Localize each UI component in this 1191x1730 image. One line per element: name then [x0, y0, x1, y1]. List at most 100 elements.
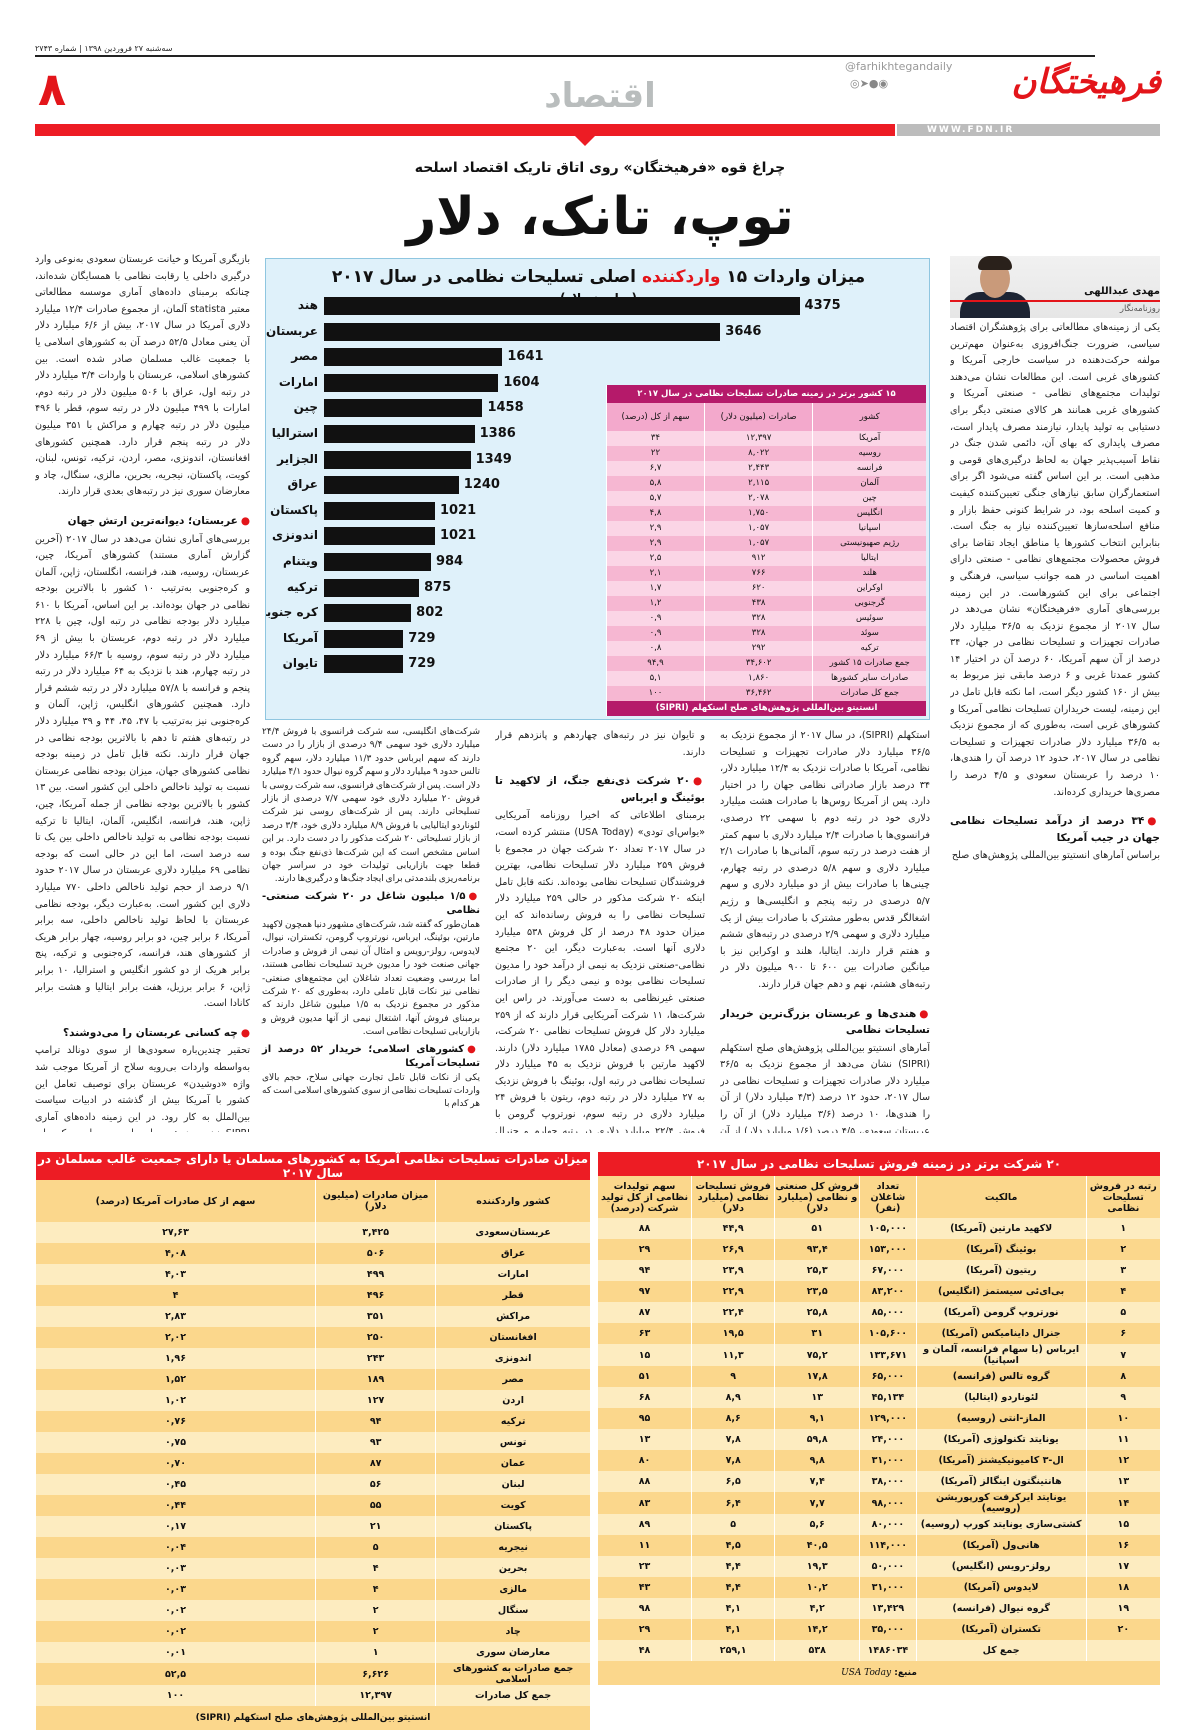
table-cell: ۵۵	[314, 1495, 436, 1516]
subheading: ●۱/۵ میلیون شاغل در ۲۰ شرکت صنعتی-نظامی	[262, 890, 480, 916]
table-cell: لبنان	[435, 1474, 590, 1495]
table-cell: ۴۰,۵	[774, 1535, 860, 1556]
table-cell: ۲,۹	[606, 536, 705, 551]
table-cell: افغانستان	[435, 1327, 590, 1348]
table-cell: ۰,۰۳	[35, 1558, 316, 1579]
table-cell: ۴	[35, 1285, 316, 1306]
column-header: رتبه در فروش تسلیحات نظامی	[1085, 1176, 1160, 1218]
table-row: معارضان سوری ۱ ۰,۰۱	[35, 1642, 590, 1663]
table-cell: ۰,۰۴	[35, 1537, 316, 1558]
dateline: سه‌شنبه ۲۷ فروردین ۱۳۹۸ | شماره ۲۷۴۳	[35, 44, 173, 53]
bar-label: هند	[297, 298, 318, 312]
table-cell: مراکش	[435, 1306, 590, 1327]
table-cell: لایدوس (آمریکا)	[915, 1577, 1087, 1598]
table-cell: ۴۳	[596, 1577, 692, 1598]
table-row: عراق ۵۰۶ ۴,۰۸	[35, 1243, 590, 1264]
table-cell: ۰,۹	[606, 626, 705, 641]
table-cell: ۴	[314, 1558, 436, 1579]
column-header: سهم از کل صادرات آمریکا (درصد)	[35, 1180, 316, 1222]
column-2: و تایوان نیز در رتبه‌های چهاردهم و پانزد…	[495, 728, 705, 1133]
bar-value: 802	[416, 605, 444, 621]
table-cell: ۲۹۲	[703, 641, 813, 656]
table-cell: ۵۰,۰۰۰	[859, 1556, 917, 1577]
bar-label: امارات	[278, 374, 318, 389]
table-cell: ۹۵	[596, 1408, 692, 1429]
bar-label: استرالیا	[271, 426, 318, 440]
table-cell: ۱۷	[1085, 1556, 1160, 1577]
table-row: آلمان ۲,۱۱۵ ۵,۸	[606, 476, 926, 491]
table-row: چاد ۲ ۰,۰۲	[35, 1621, 590, 1642]
table-cell: لئوناردو (ایتالیا)	[915, 1387, 1087, 1408]
bar	[324, 655, 404, 674]
table-cell: ۲۴۳	[314, 1348, 436, 1369]
table-cell: آمریکا	[812, 431, 926, 446]
table-cell: ۶	[1085, 1323, 1160, 1344]
table-cell: ۷,۸	[691, 1450, 775, 1471]
table-cell: ۹	[691, 1366, 775, 1387]
table-row: ۹ لئوناردو (ایتالیا) ۴۵,۱۳۴ ۱۳ ۸,۹ ۶۸	[596, 1387, 1160, 1408]
table-cell: ۱,۰۵۷	[703, 536, 813, 551]
table-row: پاکستان ۲۱ ۰,۱۷	[35, 1516, 590, 1537]
table-cell: ۲۴,۰۰۰	[859, 1429, 917, 1450]
bar-label: تایوان	[282, 656, 318, 671]
table-cell: ۹,۸	[774, 1450, 860, 1471]
table-cell: ۱۰۰	[606, 686, 705, 701]
table-cell: ۱۸	[1085, 1577, 1160, 1598]
table-cell: ۵۲,۵	[35, 1663, 316, 1685]
table-cell: ۲۳	[596, 1556, 692, 1577]
table-cell: ۹۴	[314, 1411, 436, 1432]
bar	[324, 501, 435, 520]
paragraph: یکی از نکات قابل تامل تجارت جهانی سلاح، …	[262, 1072, 480, 1110]
table-cell: قطر	[435, 1285, 590, 1306]
table-cell: ۸۷	[314, 1453, 436, 1474]
table-row: ۷ ایرباس (با سهام فرانسه، آلمان و اسپانیا…	[596, 1344, 1160, 1366]
top-companies-table: ۲۰ شرکت برتر در زمینه فروش تسلیحات نظامی…	[596, 1152, 1160, 1685]
table-row: بحرین ۴ ۰,۰۳	[35, 1558, 590, 1579]
table-cell: ۳۴	[606, 431, 705, 446]
column-1: شرکت‌های انگلیسی، سه شرکت فرانسوی با فرو…	[262, 726, 480, 1115]
subheading: ●کشورهای اسلامی؛ خریدار ۵۲ درصد از تسلیح…	[262, 1043, 480, 1069]
table-source: انستیتو بین‌المللی پژوهش‌های صلح استکهلم…	[606, 701, 926, 716]
table-cell: تکستران (آمریکا)	[915, 1619, 1087, 1640]
table-row: ۱۰ الماز-انتی (روسیه) ۱۲۹,۰۰۰ ۹,۱ ۸,۶ ۹۵	[596, 1408, 1160, 1429]
paragraph: برمبنای اطلاعاتی که اخیرا روزنامه آمریکا…	[495, 810, 705, 1133]
table-cell: مصر	[435, 1369, 590, 1390]
table-cell: اسپانیا	[812, 521, 926, 536]
table-cell: جنرال داینامیکس (آمریکا)	[915, 1323, 1087, 1344]
table-cell: ۲	[1085, 1239, 1160, 1260]
table-cell: ۱,۰۵۷	[703, 521, 813, 536]
table-cell: ۴۹۶	[314, 1285, 436, 1306]
table-cell: ۱۰,۲	[774, 1577, 860, 1598]
table-cell: ۲۵,۸	[774, 1302, 860, 1323]
table-row: ایتالیا ۹۱۲ ۲,۵	[606, 551, 926, 566]
table-cell: صادرات سایر کشورها	[812, 671, 926, 686]
table-cell: ۱۷,۸	[774, 1366, 860, 1387]
table-row: لبنان ۵۶ ۰,۴۵	[35, 1474, 590, 1495]
table-row: ۱۴ یونایتد ایرکرفت کورپوریشن (روسیه) ۹۸,۰۰…	[596, 1492, 1160, 1514]
table-cell: ۹۷	[596, 1281, 692, 1302]
table-cell: ۹۴	[596, 1260, 692, 1281]
table-row: هلند ۷۶۶ ۲,۱	[606, 566, 926, 581]
table-cell: ۴۴,۹	[691, 1218, 775, 1239]
table-row: عربستان‌سعودی ۳,۴۲۵ ۲۷,۶۳	[35, 1222, 590, 1243]
table-cell: ۶,۵	[691, 1471, 775, 1492]
table-cell: ۷,۷	[774, 1492, 860, 1514]
table-cell: بی‌ای‌ئی سیستمز (انگلیس)	[915, 1281, 1087, 1302]
table-cell: ۲,۸۳	[35, 1306, 316, 1327]
table-row: افغانستان ۲۵۰ ۲,۰۲	[35, 1327, 590, 1348]
table-cell: ۲۲	[606, 446, 705, 461]
table-row: جمع صادرات ۱۵ کشور ۳۴,۶۰۲ ۹۴,۹	[606, 656, 926, 671]
table-cell: ۴۹۹	[314, 1264, 436, 1285]
bar	[324, 553, 431, 571]
table-cell: ۸۵,۰۰۰	[859, 1302, 917, 1323]
table-cell: ۰,۰۳	[35, 1579, 316, 1600]
table-cell: ۲۵۹,۱	[691, 1640, 775, 1661]
table-cell: ۴,۵	[691, 1535, 775, 1556]
table-cell: ۸۰,۰۰۰	[859, 1514, 917, 1535]
table-cell: ۴	[1085, 1281, 1160, 1302]
table-cell: ۰,۷۵	[35, 1432, 316, 1453]
table-cell: ۵	[691, 1514, 775, 1535]
table-row: ۳ ریتیون (آمریکا) ۶۷,۰۰۰ ۲۵,۳ ۲۳,۹ ۹۴	[596, 1260, 1160, 1281]
table-cell: اوکراین	[812, 581, 926, 596]
table-row: اسپانیا ۱,۰۵۷ ۲,۹	[606, 521, 926, 536]
